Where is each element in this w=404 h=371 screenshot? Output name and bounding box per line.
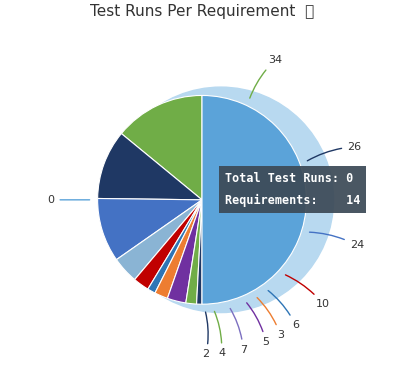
Text: 3: 3 bbox=[257, 298, 284, 340]
Title: Test Runs Per Requirement  ❓: Test Runs Per Requirement ❓ bbox=[90, 4, 314, 19]
Text: 2: 2 bbox=[202, 312, 210, 359]
Text: 4: 4 bbox=[215, 311, 225, 358]
Text: 10: 10 bbox=[286, 275, 330, 309]
Text: 0: 0 bbox=[48, 195, 90, 205]
Wedge shape bbox=[116, 200, 202, 280]
Wedge shape bbox=[202, 95, 306, 304]
Text: 7: 7 bbox=[230, 309, 247, 355]
Circle shape bbox=[108, 87, 334, 312]
Wedge shape bbox=[135, 200, 202, 289]
Wedge shape bbox=[167, 200, 202, 303]
Text: 6: 6 bbox=[268, 290, 299, 330]
Wedge shape bbox=[197, 200, 202, 304]
Wedge shape bbox=[98, 198, 202, 260]
Text: 24: 24 bbox=[309, 232, 364, 250]
Wedge shape bbox=[155, 200, 202, 298]
Text: 34: 34 bbox=[250, 55, 282, 98]
Wedge shape bbox=[98, 134, 202, 200]
Text: Total Test Runs: 0
Requirements:    14: Total Test Runs: 0 Requirements: 14 bbox=[225, 172, 360, 207]
Text: 26: 26 bbox=[307, 142, 361, 161]
Wedge shape bbox=[148, 200, 202, 293]
Wedge shape bbox=[186, 200, 202, 304]
Text: 5: 5 bbox=[247, 303, 269, 347]
Wedge shape bbox=[121, 95, 202, 200]
